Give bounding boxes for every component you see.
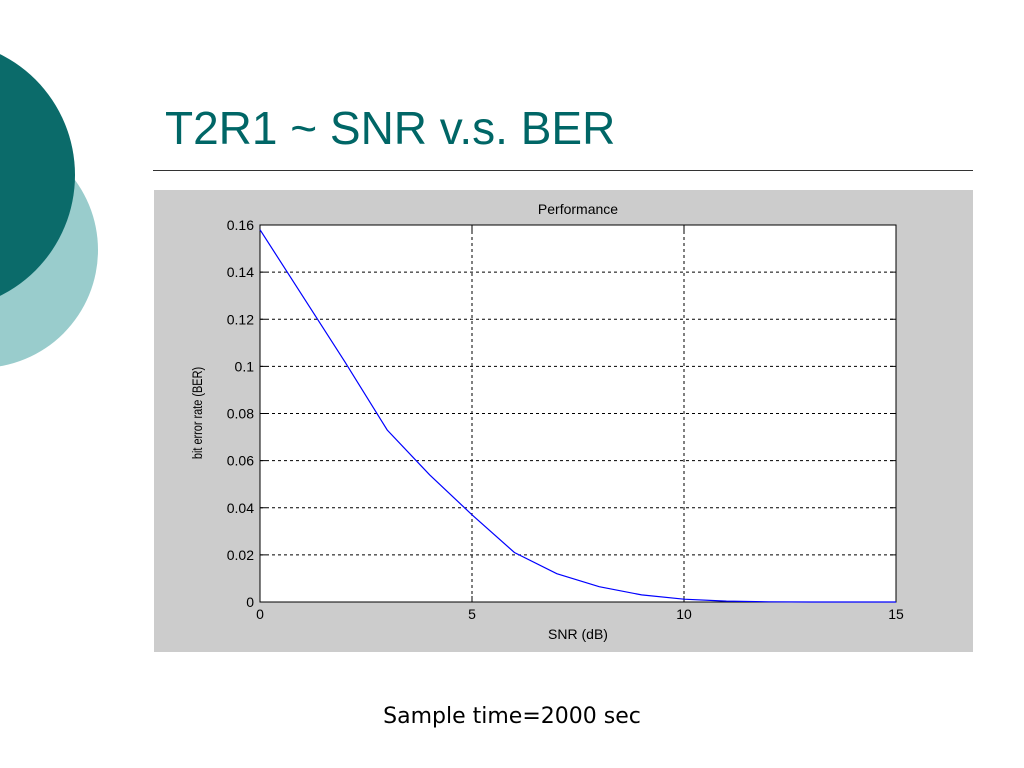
x-tick-label: 10 bbox=[676, 606, 692, 622]
x-tick-label: 5 bbox=[468, 606, 476, 622]
series-group bbox=[259, 229, 896, 603]
x-axis-label: SNR (dB) bbox=[548, 626, 608, 642]
y-tick-label: 0.1 bbox=[235, 358, 255, 374]
y-tick-label: 0 bbox=[246, 594, 254, 610]
sample-time-caption: Sample time=2000 sec bbox=[383, 704, 641, 729]
ber-chart: 0 0.02 0.04 0.06 0.08 0.1 0.12 0.14 0.16 0 5 10 15 P… bbox=[190, 201, 904, 642]
chart-figure: 0 0.02 0.04 0.06 0.08 0.1 0.12 0.14 0.16 0 5 10 15 P… bbox=[154, 190, 973, 652]
y-tick-label: 0.06 bbox=[227, 453, 254, 469]
slide-title: T2R1 ~ SNR v.s. BER bbox=[165, 102, 616, 154]
y-tick-label: 0.02 bbox=[227, 547, 254, 563]
title-divider bbox=[153, 170, 973, 171]
y-tick-label: 0.08 bbox=[227, 406, 254, 422]
decorative-circles bbox=[0, 54, 98, 367]
y-tick-label: 0.16 bbox=[227, 217, 254, 233]
chart-title: Performance bbox=[538, 201, 618, 217]
y-axis-label: bit error rate (BER) bbox=[190, 367, 206, 459]
y-tick-label: 0.04 bbox=[227, 500, 254, 516]
axis-ticks: 0 0.02 0.04 0.06 0.08 0.1 0.12 0.14 0.16 0 5 10 15 bbox=[227, 217, 904, 622]
x-tick-label: 0 bbox=[256, 606, 264, 622]
x-tick-label: 15 bbox=[888, 606, 904, 622]
dark-teal-circle bbox=[0, 54, 75, 296]
grid-lines bbox=[260, 225, 896, 602]
y-tick-label: 0.12 bbox=[227, 311, 254, 327]
ber-series-line bbox=[259, 229, 896, 603]
y-tick-label: 0.14 bbox=[227, 264, 254, 280]
